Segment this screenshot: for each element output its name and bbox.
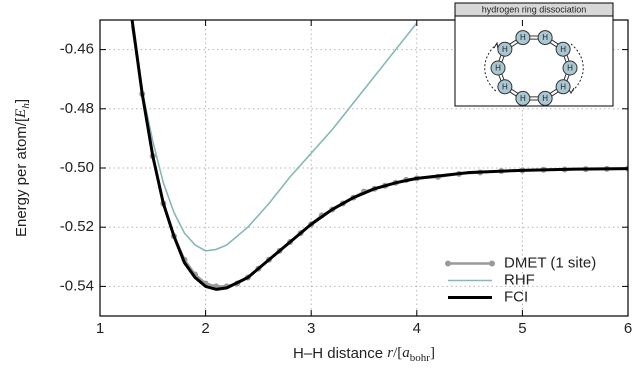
legend-marker xyxy=(489,260,495,267)
arrow-left xyxy=(484,43,498,93)
legend-label: DMET (1 site) xyxy=(504,254,596,271)
atom xyxy=(497,41,513,57)
arrow-head xyxy=(493,41,499,50)
x-tick-label: 6 xyxy=(624,320,632,337)
y-tick-label: -0.52 xyxy=(60,218,94,235)
x-axis-label: H–H distance r/[abohr] xyxy=(293,345,435,364)
atom-label: H xyxy=(520,33,526,42)
atom xyxy=(515,30,531,46)
x-tick-label: 2 xyxy=(201,320,209,337)
inset-title: hydrogen ring dissociation xyxy=(482,4,587,14)
x-tick-label: 4 xyxy=(413,320,421,337)
atom-label: H xyxy=(560,45,566,54)
y-tick-label: -0.48 xyxy=(60,100,94,117)
x-tick-label: 3 xyxy=(307,320,315,337)
inset-frame xyxy=(454,2,614,107)
atom xyxy=(497,79,513,95)
atom xyxy=(537,30,553,46)
y-tick-label: -0.50 xyxy=(60,159,94,176)
series-line xyxy=(130,22,418,252)
x-tick-label: 5 xyxy=(518,320,526,337)
atom xyxy=(562,60,578,76)
atom-label: H xyxy=(542,33,548,42)
atom-label: H xyxy=(502,82,508,91)
atom-label: H xyxy=(567,64,573,73)
legend-label: FCI xyxy=(504,288,528,305)
atom xyxy=(537,90,553,106)
legend-marker xyxy=(445,260,451,267)
arrow-right xyxy=(570,43,584,93)
y-axis-label: Energy per atom/[Eh] xyxy=(13,99,32,237)
legend-label: RHF xyxy=(504,271,535,288)
y-tick-label: -0.54 xyxy=(60,277,94,294)
x-tick-label: 1 xyxy=(96,320,104,337)
atom-label: H xyxy=(560,82,566,91)
atom-label: H xyxy=(542,94,548,103)
series-line xyxy=(130,20,628,291)
atom xyxy=(555,79,571,95)
data-point xyxy=(131,20,133,21)
atom-label: H xyxy=(502,45,508,54)
atom-label: H xyxy=(495,64,501,73)
atom xyxy=(490,60,506,76)
plot-area xyxy=(130,20,628,291)
atom-label: H xyxy=(520,94,526,103)
atom xyxy=(515,90,531,106)
inset-title-bar xyxy=(454,2,614,17)
atom xyxy=(555,41,571,57)
y-tick-label: -0.46 xyxy=(60,41,94,58)
